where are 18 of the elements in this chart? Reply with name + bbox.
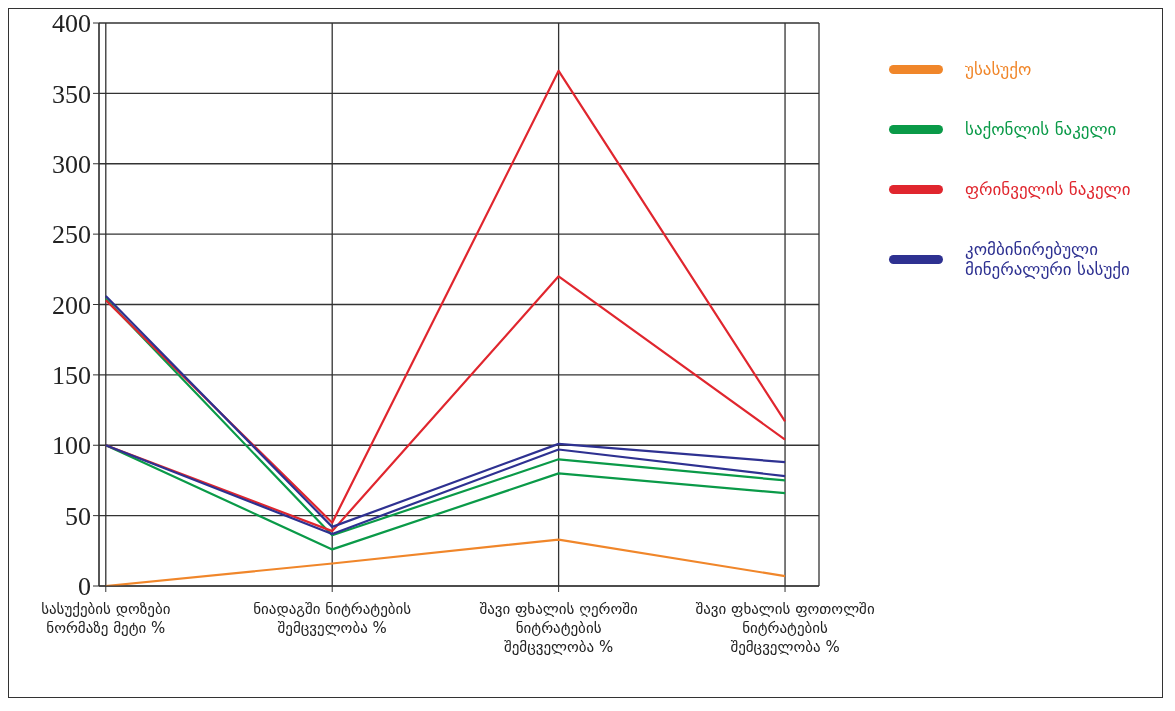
y-tick-label: 0 [78,572,91,602]
legend-label: საქონლის ნაკელი [965,119,1118,139]
y-tick-label: 250 [52,220,91,250]
x-tick-label: შავი ფხალის ღეროში ნიტრატების შემცველობა % [479,600,639,656]
x-tick-label: სასუქების დოზები ნორმაზე მეტი % [41,600,171,637]
y-tick-label: 350 [52,79,91,109]
x-tick-label: ნიადაგში ნიტრატების შემცველობა % [253,600,412,637]
line-series [104,69,787,524]
y-tick-label: 300 [52,149,91,179]
legend-label: ფრინველის ნაკელი [965,179,1132,199]
y-tick-label: 50 [65,501,91,531]
legend-label: უსასუქო [965,59,1033,79]
x-tick-label: შავი ფხალის ფოთოლში ნიტრატების შემცველობა % [695,600,875,656]
y-tick-label: 150 [52,361,91,391]
y-tick-label: 200 [52,290,91,320]
y-tick-label: 100 [52,431,91,461]
legend-label: კომბინირებული მინერალური სასუქი [965,239,1131,279]
y-tick-label: 400 [52,9,91,39]
